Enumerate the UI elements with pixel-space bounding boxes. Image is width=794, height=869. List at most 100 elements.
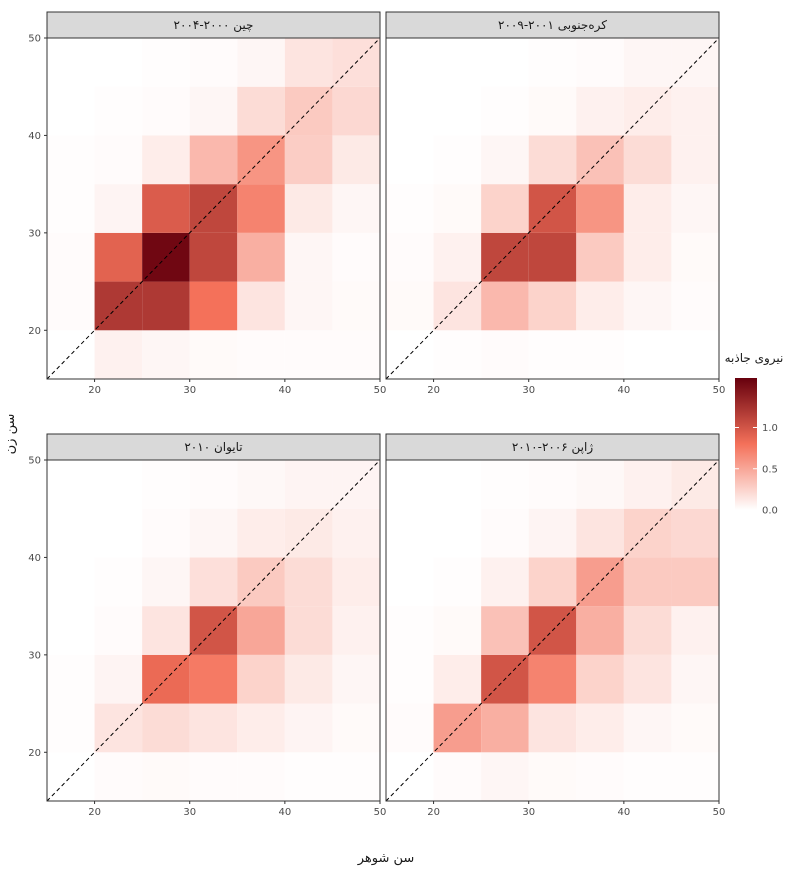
heatmap-tile	[671, 654, 719, 704]
x-tick-label: 40	[617, 807, 630, 818]
heatmap-tile	[237, 508, 285, 558]
heatmap-tile	[481, 38, 529, 87]
heatmap-tile	[94, 38, 143, 87]
heatmap-tile	[528, 460, 577, 509]
heatmap-tile	[528, 38, 577, 87]
y-tick-label: 50	[28, 456, 41, 467]
heatmap-tile	[433, 557, 482, 607]
heatmap-tile	[142, 606, 190, 655]
x-tick-label: 40	[617, 385, 630, 396]
heatmap-tile	[142, 86, 190, 136]
heatmap-tile	[189, 135, 238, 185]
heatmap-tile	[94, 330, 143, 379]
heatmap-tile	[671, 184, 719, 233]
heatmap-tile	[623, 654, 672, 704]
heatmap-tile	[284, 135, 333, 185]
heatmap-tile	[47, 86, 95, 136]
heatmap-tile	[528, 508, 577, 558]
heatmap-tile	[189, 38, 238, 87]
heatmap-tile	[47, 557, 95, 607]
heatmap-tile	[481, 703, 529, 753]
heatmap-tile	[623, 38, 672, 87]
heatmap-tile	[671, 752, 719, 801]
panel-border	[46, 37, 381, 380]
facet-strip	[385, 11, 720, 39]
heatmap-tile	[433, 86, 482, 136]
heatmap-tile	[332, 508, 380, 558]
heatmap-tile	[189, 460, 238, 509]
x-tick-label: 50	[374, 807, 387, 818]
heatmap-tile	[433, 654, 482, 704]
heatmap-tile	[142, 460, 190, 509]
heatmap-tile	[386, 557, 434, 607]
heatmap-tile	[284, 703, 333, 753]
heatmap-tile	[189, 232, 238, 282]
heatmap-tile	[237, 752, 285, 801]
y-tick-label: 40	[28, 553, 41, 564]
heatmap-tile	[623, 460, 672, 509]
heatmap-tile	[332, 86, 380, 136]
heatmap-tile	[623, 557, 672, 607]
heatmap-tile	[671, 508, 719, 558]
heatmap-tile	[189, 508, 238, 558]
heatmap-tile	[94, 606, 143, 655]
heatmap-tile	[528, 281, 577, 331]
heatmap-tile	[94, 135, 143, 185]
heatmap-tile	[237, 232, 285, 282]
x-tick-label: 50	[374, 385, 387, 396]
heatmap-tile	[94, 557, 143, 607]
heatmap-tile	[576, 184, 624, 233]
facet-strip	[46, 11, 381, 39]
diagonal-reference-line	[46, 459, 381, 802]
heatmap-tile	[671, 557, 719, 607]
legend: نیروی جاذبه 0.0 0.5 1.0	[725, 351, 784, 517]
heatmap-tile	[189, 86, 238, 136]
heatmap-tile	[142, 38, 190, 87]
heatmap-tile	[332, 703, 380, 753]
heatmap-tile	[94, 232, 143, 282]
diagonal-reference-line	[385, 459, 720, 802]
heatmap-tile	[528, 330, 577, 379]
heatmap-tile	[47, 184, 95, 233]
x-tick-label: 30	[183, 807, 196, 818]
y-tick-label: 30	[28, 228, 41, 239]
heatmap-tile	[576, 460, 624, 509]
facet-title: ژاپن ۲۰۰۶-۲۰۱۰	[512, 440, 594, 455]
heatmap-tile	[671, 281, 719, 331]
heatmap-tile	[433, 752, 482, 801]
heatmap-tile	[332, 752, 380, 801]
x-tick-label: 20	[427, 385, 440, 396]
x-axis-title: سن شوهر	[357, 851, 415, 866]
heatmap-tile	[332, 281, 380, 331]
heatmap-tile	[237, 38, 285, 87]
heatmap-tile	[94, 752, 143, 801]
heatmap-tile	[237, 460, 285, 509]
x-tick-label: 30	[183, 385, 196, 396]
heatmap-tile	[47, 460, 95, 509]
x-tick-label: 30	[522, 807, 535, 818]
heatmap-tile	[576, 281, 624, 331]
heatmap-tile	[237, 330, 285, 379]
panel-border	[46, 459, 381, 802]
heatmap-tile	[433, 184, 482, 233]
legend-ticks: 0.0 0.5 1.0	[735, 423, 778, 517]
diagonal-reference-line	[385, 37, 720, 380]
heatmap-tile	[576, 703, 624, 753]
heatmap-tile	[142, 281, 190, 331]
facet-title: چین ۲۰۰۰-۲۰۰۴	[174, 18, 254, 33]
heatmap-tile	[47, 135, 95, 185]
x-tick-label: 30	[522, 385, 535, 396]
heatmap-tile	[433, 38, 482, 87]
legend-title: نیروی جاذبه	[725, 351, 784, 366]
heatmap-tile	[284, 330, 333, 379]
heatmap-tile	[433, 232, 482, 282]
diagonal-reference-line	[46, 37, 381, 380]
heatmap-tile	[671, 330, 719, 379]
heatmap-tile	[576, 330, 624, 379]
heatmap-tile	[481, 330, 529, 379]
heatmap-tile	[284, 557, 333, 607]
heatmap-tile	[623, 330, 672, 379]
heatmap-tile	[284, 606, 333, 655]
heatmap-tile	[386, 38, 434, 87]
facet-panel: چین ۲۰۰۰-۲۰۰۴ 20 30 40 50 20 30 40 50	[28, 11, 387, 396]
